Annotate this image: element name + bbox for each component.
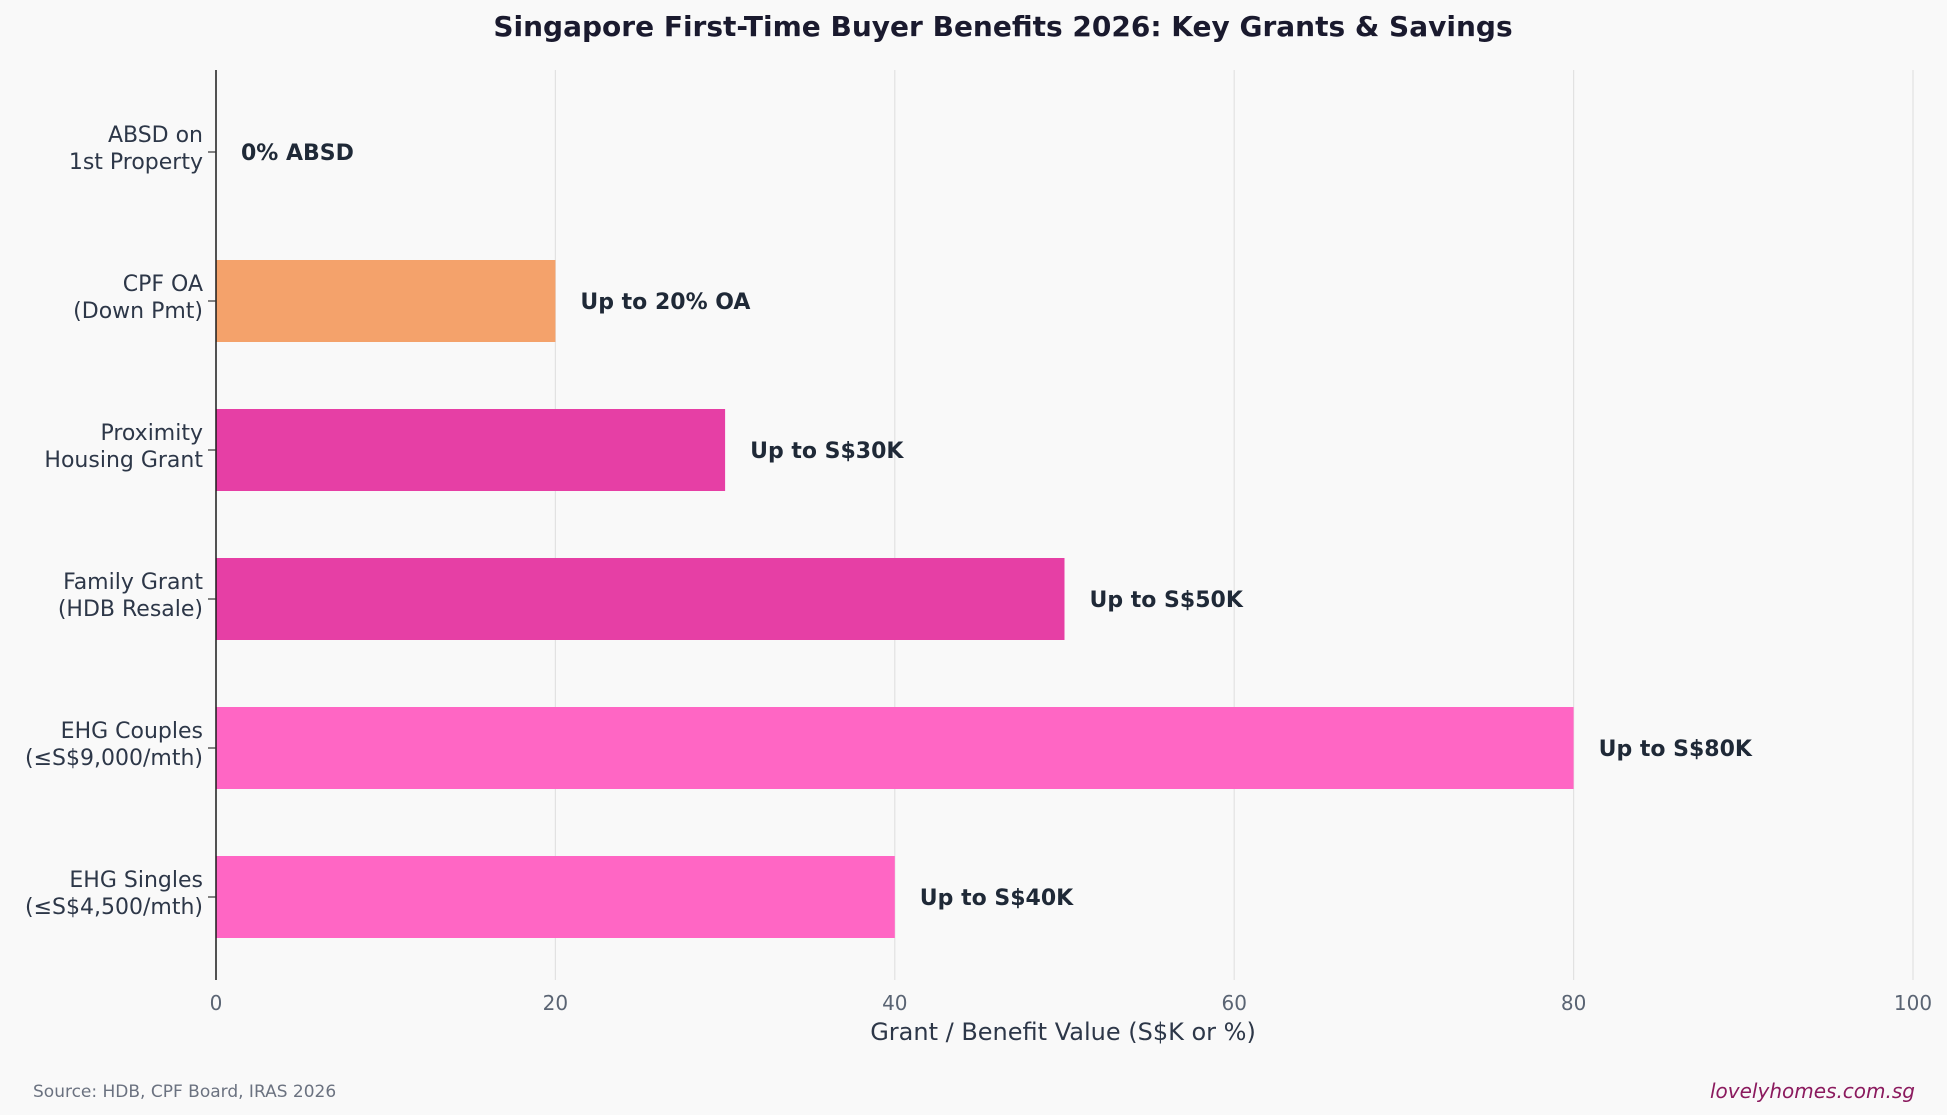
data-label: Up to S$30K [750,439,904,464]
bar [216,558,1065,640]
data-label: Up to S$40K [920,886,1074,911]
grid [554,70,1914,980]
data-labels: 0% ABSD Up to 20% OA Up to S$30K Up to S$50… [241,141,1753,911]
x-tick-labels: 0 20 40 60 80 100 [210,991,1932,1015]
x-tick-label: 60 [1221,991,1246,1015]
x-tick-label: 0 [210,991,223,1015]
x-tick-label: 40 [882,991,907,1015]
bar [216,856,895,938]
category-label: Proximity Housing Grant [44,421,203,473]
category-label: CPF OA (Down Pmt) [73,272,203,324]
x-tick-label: 100 [1894,991,1932,1015]
data-label: Up to S$50K [1090,588,1244,613]
category-labels: ABSD on 1st Property CPF OA (Down Pmt) Proxi… [25,123,216,920]
bar [216,260,556,342]
data-label: 0% ABSD [241,141,354,166]
x-axis-label: Grant / Benefit Value (S$K or %) [870,1018,1256,1046]
brand-watermark: lovelyhomes.com.sg [1710,1079,1915,1103]
category-label: Family Grant (HDB Resale) [58,570,204,622]
bar [216,409,726,491]
chart-title: Singapore First-Time Buyer Benefits 2026… [493,10,1512,43]
bars [216,260,1574,938]
category-label: EHG Singles (≤S$4,500/mth) [25,868,203,920]
x-tick-label: 80 [1561,991,1586,1015]
bar [216,707,1574,789]
x-tick-label: 20 [543,991,568,1015]
source-note: Source: HDB, CPF Board, IRAS 2026 [33,1082,336,1102]
category-label: EHG Couples (≤S$9,000/mth) [25,719,203,771]
category-label: ABSD on 1st Property [69,123,203,175]
data-label: Up to S$80K [1599,737,1753,762]
data-label: Up to 20% OA [580,290,750,315]
